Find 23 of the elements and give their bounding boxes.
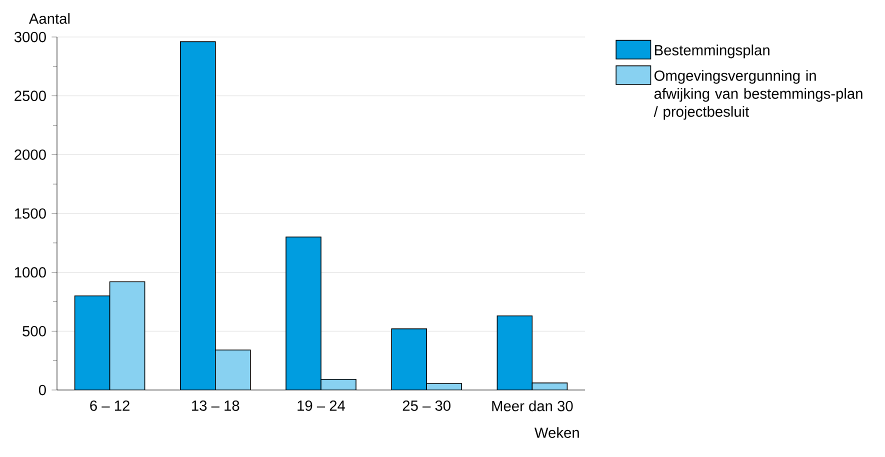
legend-label: Omgevingsvergunning in afwijking van bestemmings-plan / projectbesluit (654, 70, 862, 120)
x-axis-title: Weken (534, 427, 579, 438)
y-tick-label: 1000 (14, 267, 46, 278)
bar (215, 350, 251, 390)
y-tick-label: 2500 (14, 90, 46, 102)
bar (496, 315, 533, 390)
legend-label: Bestemmingsplan (655, 44, 770, 58)
y-tick-label: 1500 (14, 208, 46, 219)
x-tick-label: 25 – 30 (402, 400, 450, 411)
bar (286, 236, 322, 390)
y-tick-label: 2000 (14, 149, 46, 160)
y-axis-title: Aantal (28, 13, 70, 24)
x-tick-label: 6 – 12 (90, 400, 130, 411)
y-tick-label: 500 (22, 326, 46, 336)
y-tick-label: 3000 (14, 32, 46, 42)
bar (109, 281, 146, 390)
x-tick-label: Meer dan 30 (492, 400, 573, 412)
y-tick-label: 0 (38, 384, 46, 396)
bar (74, 295, 110, 390)
bar (180, 41, 216, 390)
bar (391, 328, 428, 390)
x-tick-label: 19 – 24 (298, 400, 346, 411)
x-tick-label: 13 – 18 (192, 400, 240, 411)
